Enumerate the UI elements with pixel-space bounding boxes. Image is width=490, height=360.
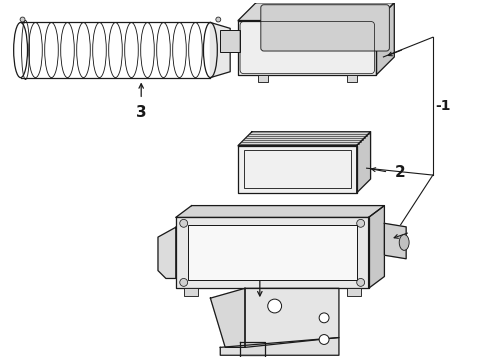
Polygon shape — [238, 132, 370, 145]
Circle shape — [180, 219, 188, 227]
Ellipse shape — [216, 17, 221, 22]
Ellipse shape — [20, 17, 25, 22]
Circle shape — [180, 278, 188, 286]
Polygon shape — [158, 227, 176, 278]
Polygon shape — [210, 22, 230, 78]
Bar — [244, 150, 351, 188]
Polygon shape — [176, 217, 368, 288]
Bar — [258, 75, 268, 82]
Polygon shape — [238, 3, 394, 21]
Bar — [188, 225, 357, 280]
Polygon shape — [384, 223, 406, 259]
Bar — [347, 288, 361, 296]
FancyBboxPatch shape — [261, 5, 390, 51]
Polygon shape — [238, 21, 376, 75]
Bar — [220, 30, 240, 52]
Polygon shape — [368, 206, 384, 288]
Polygon shape — [176, 206, 384, 217]
Circle shape — [268, 299, 282, 313]
Polygon shape — [357, 132, 370, 193]
Ellipse shape — [399, 235, 409, 250]
Polygon shape — [220, 338, 339, 355]
Circle shape — [319, 313, 329, 323]
Bar — [347, 75, 357, 82]
Polygon shape — [210, 288, 245, 347]
Bar — [184, 288, 197, 296]
Circle shape — [357, 278, 365, 286]
Text: -1: -1 — [435, 99, 450, 113]
Polygon shape — [238, 145, 357, 193]
Polygon shape — [240, 342, 265, 360]
Polygon shape — [376, 3, 394, 75]
Circle shape — [319, 334, 329, 345]
Text: 2: 2 — [394, 165, 405, 180]
Text: 4: 4 — [254, 259, 265, 274]
Text: 3: 3 — [136, 104, 147, 120]
Circle shape — [357, 219, 365, 227]
Polygon shape — [245, 288, 339, 347]
